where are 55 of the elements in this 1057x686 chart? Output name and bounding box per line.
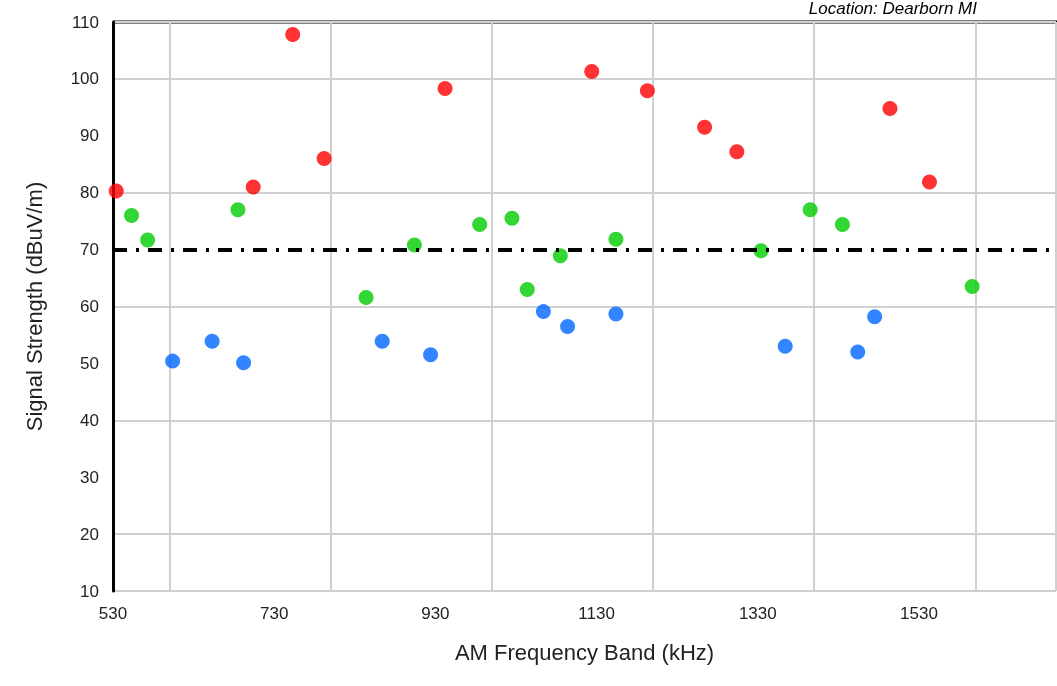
point (236, 355, 252, 371)
y-tick-label: 100 (70, 69, 99, 89)
x-tick-label: 730 (260, 604, 289, 623)
x-tick-label: 1330 (738, 604, 777, 623)
y-tick-label: 20 (80, 524, 99, 544)
point (245, 179, 261, 195)
point (204, 333, 220, 349)
point (560, 318, 576, 334)
y-axis-title: Signal Strength (dBuV/m) (21, 181, 47, 432)
y-tick-label: 110 (71, 12, 99, 32)
y-tick-label: 90 (80, 126, 99, 146)
y-tick-label: 50 (80, 353, 99, 373)
point (882, 100, 898, 116)
text: Location: Dearborn MI (808, 0, 978, 18)
point (639, 83, 655, 99)
point (472, 217, 488, 233)
point (921, 174, 937, 190)
point (519, 281, 535, 297)
point (535, 304, 551, 320)
x-tick-label: 1530 (900, 604, 938, 623)
point (608, 306, 624, 322)
point (406, 237, 422, 253)
x-tick-label: 1130 (578, 604, 615, 623)
point (697, 119, 713, 135)
point (165, 353, 181, 369)
x-tick-label: 530 (98, 604, 128, 623)
point (850, 344, 866, 360)
x-tick-label: 930 (421, 604, 450, 623)
point (729, 144, 745, 160)
y-tick-label: 30 (80, 467, 99, 487)
point (230, 202, 246, 218)
x-axis-title: AM Frequency Band (kHz) (454, 639, 715, 665)
y-tick-label: 80 (80, 183, 99, 203)
y-tick-label: 70 (80, 240, 99, 260)
point (316, 151, 332, 167)
point (437, 81, 453, 97)
point (867, 309, 883, 325)
point (608, 231, 624, 247)
point (964, 279, 980, 295)
point (108, 183, 124, 199)
point (423, 347, 439, 363)
point (358, 289, 374, 305)
point (552, 248, 568, 264)
point (140, 232, 156, 248)
y-tick-label: 60 (80, 297, 99, 316)
y-tick-label: 10 (80, 581, 99, 601)
point (584, 64, 600, 79)
point (802, 202, 818, 218)
point (777, 338, 793, 354)
point (374, 333, 390, 349)
point (834, 217, 850, 233)
y-tick-label: 40 (80, 410, 99, 430)
point (285, 27, 301, 43)
point (124, 207, 140, 223)
point (504, 210, 520, 226)
